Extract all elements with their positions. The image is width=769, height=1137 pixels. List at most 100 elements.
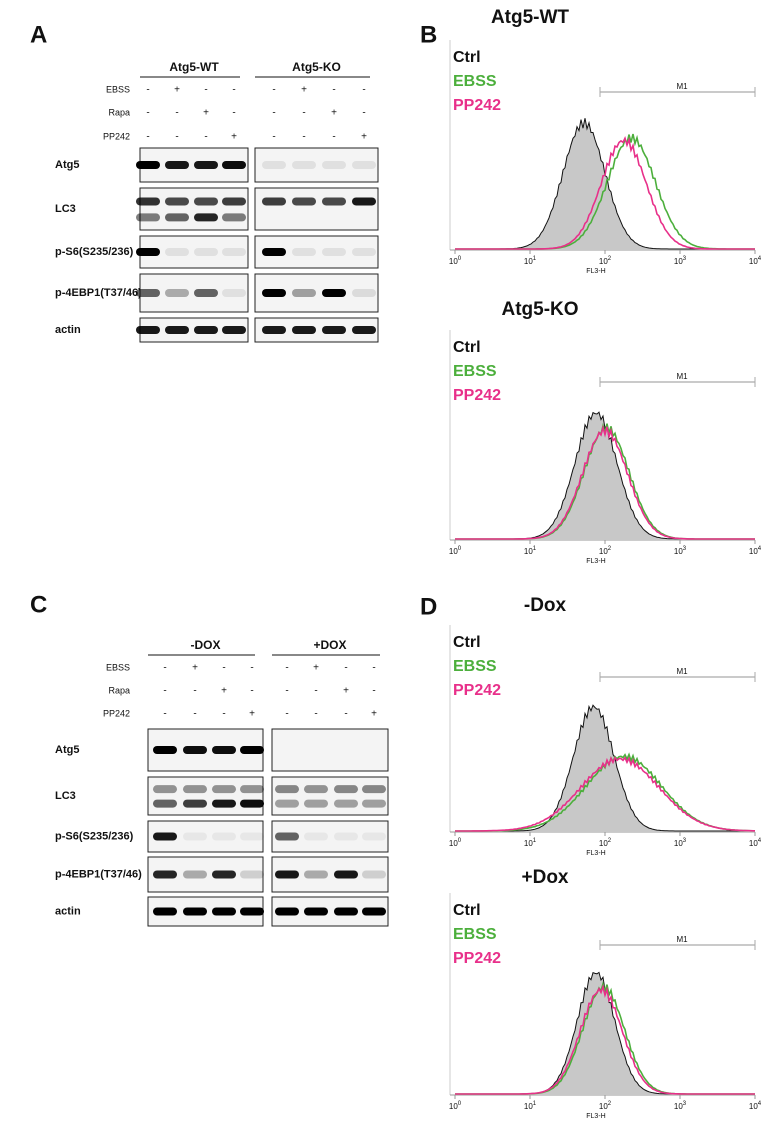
blot-band — [194, 213, 218, 222]
ctrl-histogram-fill — [455, 972, 755, 1095]
histogram-title: Atg5-WT — [491, 7, 569, 28]
blot-band — [292, 289, 316, 297]
tick-exponent: 3 — [683, 838, 687, 844]
x-tick-label: 101 — [524, 1101, 537, 1112]
treatment-sign: - — [272, 132, 275, 143]
pp242-histogram — [455, 756, 755, 832]
tick-base: 10 — [599, 547, 608, 556]
blot-band — [352, 161, 376, 169]
blot-band — [334, 799, 358, 808]
blot-band — [165, 197, 189, 206]
treatment-sign: - — [272, 85, 275, 96]
blot-band — [194, 289, 218, 297]
tick-base: 10 — [524, 1102, 533, 1111]
gate-label: M1 — [676, 82, 688, 91]
x-tick-label: 104 — [749, 1101, 762, 1112]
blot-band — [322, 161, 346, 169]
blot-band — [194, 248, 218, 256]
legend-entry: PP242 — [453, 97, 501, 114]
tick-exponent: 2 — [608, 838, 612, 844]
blot-band — [183, 746, 207, 754]
x-tick-label: 103 — [674, 546, 687, 557]
treatment-sign: - — [272, 108, 275, 119]
tick-base: 10 — [674, 257, 683, 266]
treatment-sign: - — [372, 663, 375, 674]
blot-band — [352, 248, 376, 256]
blot-band — [165, 213, 189, 222]
gate-label: M1 — [676, 667, 688, 676]
blot-band — [292, 248, 316, 256]
tick-base: 10 — [749, 839, 758, 848]
tick-base: 10 — [599, 257, 608, 266]
blot-band — [212, 907, 236, 916]
tick-exponent: 1 — [533, 546, 537, 552]
blot-band — [240, 907, 264, 916]
tick-base: 10 — [524, 547, 533, 556]
group-header: -DOX — [191, 638, 221, 652]
legend-entry: Ctrl — [453, 902, 481, 919]
treatment-label: EBSS — [106, 662, 130, 672]
blot-band — [352, 289, 376, 297]
tick-exponent: 4 — [758, 546, 762, 552]
gate-label: M1 — [676, 935, 688, 944]
blot-band — [352, 326, 376, 334]
tick-exponent: 4 — [758, 1101, 762, 1107]
gate-label: M1 — [676, 372, 688, 381]
blot-band — [183, 799, 207, 808]
blot-band — [212, 870, 236, 879]
blot-label: p-4EBP1(T37/46) — [55, 287, 142, 299]
tick-base: 10 — [749, 547, 758, 556]
tick-exponent: 2 — [608, 256, 612, 262]
panel-label: C — [30, 591, 47, 618]
blot-band — [153, 907, 177, 916]
treatment-sign: + — [361, 132, 367, 143]
blot-band — [183, 785, 207, 794]
blot-band — [275, 870, 299, 879]
blot-band — [262, 326, 286, 334]
histogram-title: Atg5-KO — [501, 299, 578, 320]
blot-band — [212, 799, 236, 808]
x-axis-label: FL3-H — [586, 268, 605, 275]
treatment-sign: - — [372, 686, 375, 697]
ctrl-histogram-fill — [455, 118, 755, 250]
histogram-title: +Dox — [522, 867, 569, 888]
legend-entry: PP242 — [453, 387, 501, 404]
treatment-sign: - — [193, 686, 196, 697]
blot-band — [240, 832, 264, 841]
treatment-sign: - — [362, 85, 365, 96]
blot-band — [262, 289, 286, 297]
x-tick-label: 102 — [599, 256, 612, 267]
blot-label: p-S6(S235/236) — [55, 830, 134, 842]
blot-band — [136, 289, 160, 297]
tick-base: 10 — [599, 839, 608, 848]
blot-band — [362, 785, 386, 794]
tick-exponent: 2 — [608, 546, 612, 552]
tick-exponent: 4 — [758, 256, 762, 262]
tick-base: 10 — [449, 257, 458, 266]
legend-entry: Ctrl — [453, 339, 481, 356]
tick-base: 10 — [674, 839, 683, 848]
x-tick-label: 101 — [524, 838, 537, 849]
blot-box — [271, 728, 389, 772]
group-header: Atg5-WT — [169, 60, 219, 74]
panel-label: A — [30, 21, 47, 48]
tick-base: 10 — [749, 1102, 758, 1111]
blot-band — [212, 785, 236, 794]
x-tick-label: 101 — [524, 256, 537, 267]
histogram-title: -Dox — [524, 595, 567, 616]
blot-box — [254, 147, 379, 183]
treatment-sign: - — [344, 709, 347, 720]
treatment-sign: - — [285, 663, 288, 674]
blot-band — [262, 161, 286, 169]
legend-entry: PP242 — [453, 950, 501, 967]
blot-band — [362, 870, 386, 879]
blot-band — [212, 746, 236, 754]
x-tick-label: 102 — [599, 1101, 612, 1112]
treatment-sign: - — [314, 709, 317, 720]
blot-band — [136, 326, 160, 334]
blot-band — [165, 289, 189, 297]
treatment-sign: - — [175, 108, 178, 119]
tick-exponent: 1 — [533, 256, 537, 262]
blot-band — [136, 213, 160, 222]
tick-base: 10 — [524, 257, 533, 266]
